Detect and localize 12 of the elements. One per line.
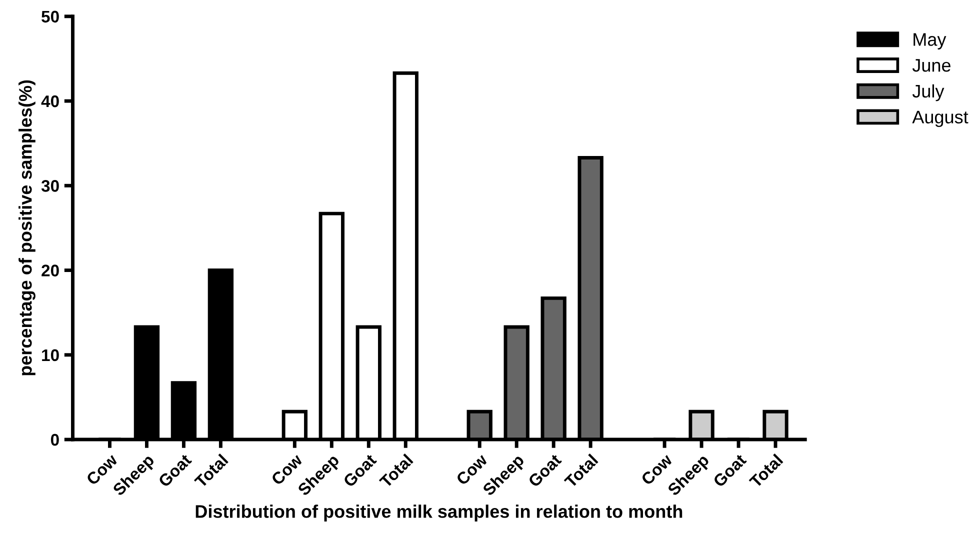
y-tick-label: 50 (42, 10, 59, 23)
y-tick-label: 20 (42, 264, 59, 276)
legend-label: June (912, 59, 950, 72)
y-tick-label: 10 (42, 349, 59, 362)
legend-label: August (912, 110, 968, 128)
legend-label: July (912, 84, 944, 102)
y-tick-label: 40 (41, 95, 59, 108)
y-axis-title: percentage of positive samples(%) (18, 80, 36, 376)
legend-label: May (914, 33, 946, 50)
y-tick-label: 30 (41, 180, 59, 192)
x-axis-title: Distribution of positive milk samples in relation to month (196, 504, 682, 522)
y-tick-label: 0 (50, 434, 59, 446)
